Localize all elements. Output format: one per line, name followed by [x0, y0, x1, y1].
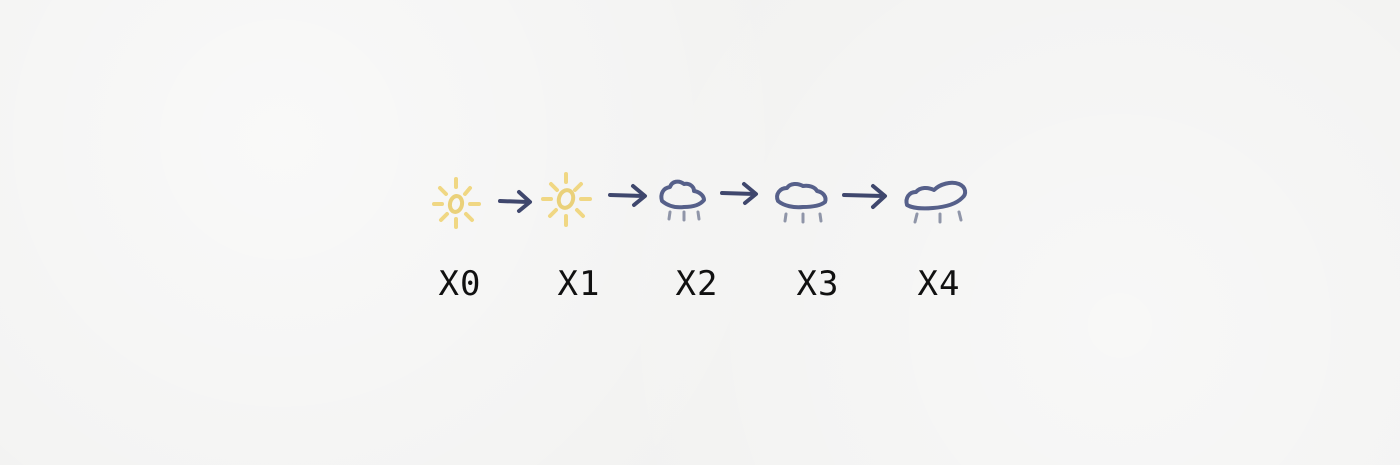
- rain-cloud-icon: [659, 179, 706, 222]
- sun-icon: [541, 172, 592, 227]
- arrow-right-icon: [720, 182, 758, 205]
- arrow-right-icon: [608, 184, 647, 207]
- state-label-x3: X3: [796, 264, 840, 304]
- arrow-right-icon: [498, 190, 532, 213]
- arrow-right-icon: [842, 184, 887, 209]
- rain-cloud-icon: [904, 180, 968, 224]
- state-label-x4: X4: [917, 264, 961, 304]
- sun-icon: [432, 177, 481, 229]
- state-label-x0: X0: [438, 264, 482, 304]
- rain-cloud-icon: [775, 181, 828, 224]
- state-label-x1: X1: [557, 264, 601, 304]
- state-label-x2: X2: [675, 264, 719, 304]
